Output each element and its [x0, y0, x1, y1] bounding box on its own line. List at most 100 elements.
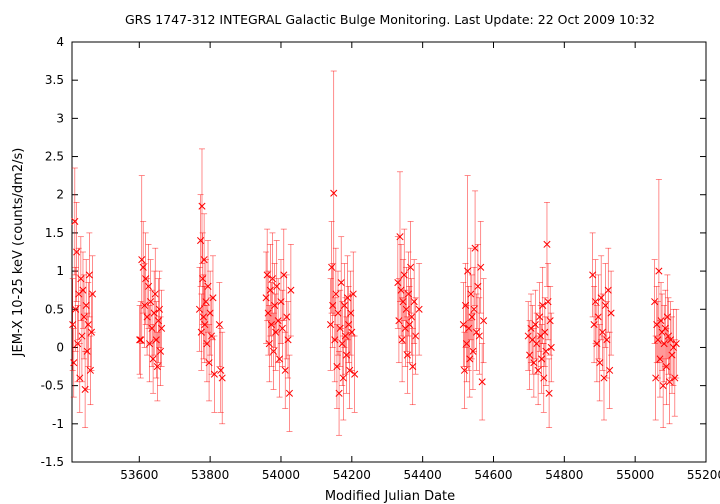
y-tick-label: -1: [52, 417, 64, 431]
x-marker: [590, 320, 598, 329]
x-marker: [477, 263, 485, 271]
data-point: [348, 293, 356, 371]
x-marker: [347, 309, 355, 317]
data-point: [606, 331, 614, 409]
x-tick-label: 54000: [262, 468, 300, 482]
data-point: [603, 301, 611, 379]
data-point: [538, 324, 546, 394]
x-marker: [218, 374, 226, 382]
data-point: [547, 312, 555, 383]
y-tick-label: 3.5: [45, 73, 64, 87]
data-point: [415, 263, 423, 356]
data-point: [410, 259, 418, 344]
x-tick-label: 53800: [191, 468, 229, 482]
x-marker: [83, 347, 91, 355]
axis-ticks: [72, 41, 707, 463]
x-marker: [541, 328, 549, 336]
x-marker: [141, 301, 149, 310]
x-marker: [340, 301, 348, 310]
data-point: [158, 289, 166, 367]
data-point: [407, 221, 415, 314]
x-marker: [69, 320, 77, 329]
x-marker: [603, 336, 611, 344]
data-point: [535, 282, 544, 352]
x-tick-label: 55000: [616, 468, 654, 482]
x-marker: [596, 359, 604, 367]
data-point: [155, 270, 164, 348]
x-marker: [199, 275, 207, 283]
data-point: [672, 308, 680, 379]
x-marker: [344, 294, 352, 302]
x-marker: [657, 317, 665, 325]
data-point: [337, 236, 345, 329]
data-point: [284, 301, 292, 379]
data-point: [209, 255, 217, 341]
data-point: [534, 335, 542, 406]
data-point: [88, 255, 97, 333]
plot-frame: [71, 41, 707, 463]
y-tick-label: -0.5: [41, 379, 64, 393]
data-point: [85, 232, 93, 318]
x-marker: [158, 324, 166, 332]
x-marker: [284, 336, 292, 344]
x-marker: [655, 267, 663, 275]
x-marker: [533, 340, 541, 348]
data-point: [339, 335, 347, 421]
x-marker: [85, 271, 93, 279]
data-point: [217, 328, 225, 413]
y-tick-label: 0.5: [45, 302, 64, 316]
x-marker: [546, 317, 554, 325]
x-marker: [659, 382, 667, 390]
x-marker: [287, 286, 295, 294]
x-marker: [591, 298, 600, 306]
data-points: [69, 70, 680, 436]
data-point: [467, 247, 475, 341]
data-point: [138, 175, 146, 344]
data-point: [143, 278, 151, 356]
y-tick-label: -1.5: [41, 455, 64, 469]
x-marker: [669, 343, 677, 352]
x-marker: [276, 355, 284, 363]
x-marker: [206, 309, 214, 317]
x-marker: [543, 240, 551, 248]
data-point: [533, 312, 541, 375]
x-marker: [474, 282, 482, 290]
x-marker: [601, 301, 609, 310]
x-marker: [281, 366, 289, 374]
x-marker: [470, 305, 478, 313]
x-marker: [351, 370, 359, 378]
data-point: [69, 278, 77, 371]
data-point: [590, 286, 598, 364]
x-axis-label: Modified Julian Date: [325, 489, 455, 504]
x-marker: [285, 389, 294, 397]
data-point: [597, 255, 605, 341]
data-point: [347, 270, 355, 356]
x-marker: [156, 347, 165, 355]
x-tick-label: 54600: [474, 468, 512, 482]
x-marker: [137, 336, 145, 344]
data-point: [659, 343, 667, 428]
x-marker: [594, 313, 602, 321]
x-marker: [79, 286, 87, 294]
x-marker: [480, 317, 488, 325]
y-axis-label: JEM-X 10-25 keV (counts/dm2/s): [11, 148, 26, 358]
data-point: [215, 282, 223, 367]
data-point: [594, 274, 602, 360]
x-marker: [88, 290, 97, 298]
x-marker: [665, 378, 674, 386]
x-marker: [412, 332, 420, 340]
data-point: [205, 324, 213, 402]
data-point: [601, 263, 609, 348]
data-point: [281, 331, 289, 409]
data-point: [137, 301, 145, 379]
data-point: [472, 293, 481, 371]
x-marker: [339, 374, 347, 382]
data-point: [474, 244, 482, 329]
x-marker: [526, 351, 534, 359]
data-point: [665, 339, 674, 425]
x-marker: [199, 313, 207, 321]
x-marker: [151, 290, 159, 298]
data-point: [412, 297, 420, 375]
data-point: [80, 274, 88, 360]
data-point: [139, 221, 147, 314]
